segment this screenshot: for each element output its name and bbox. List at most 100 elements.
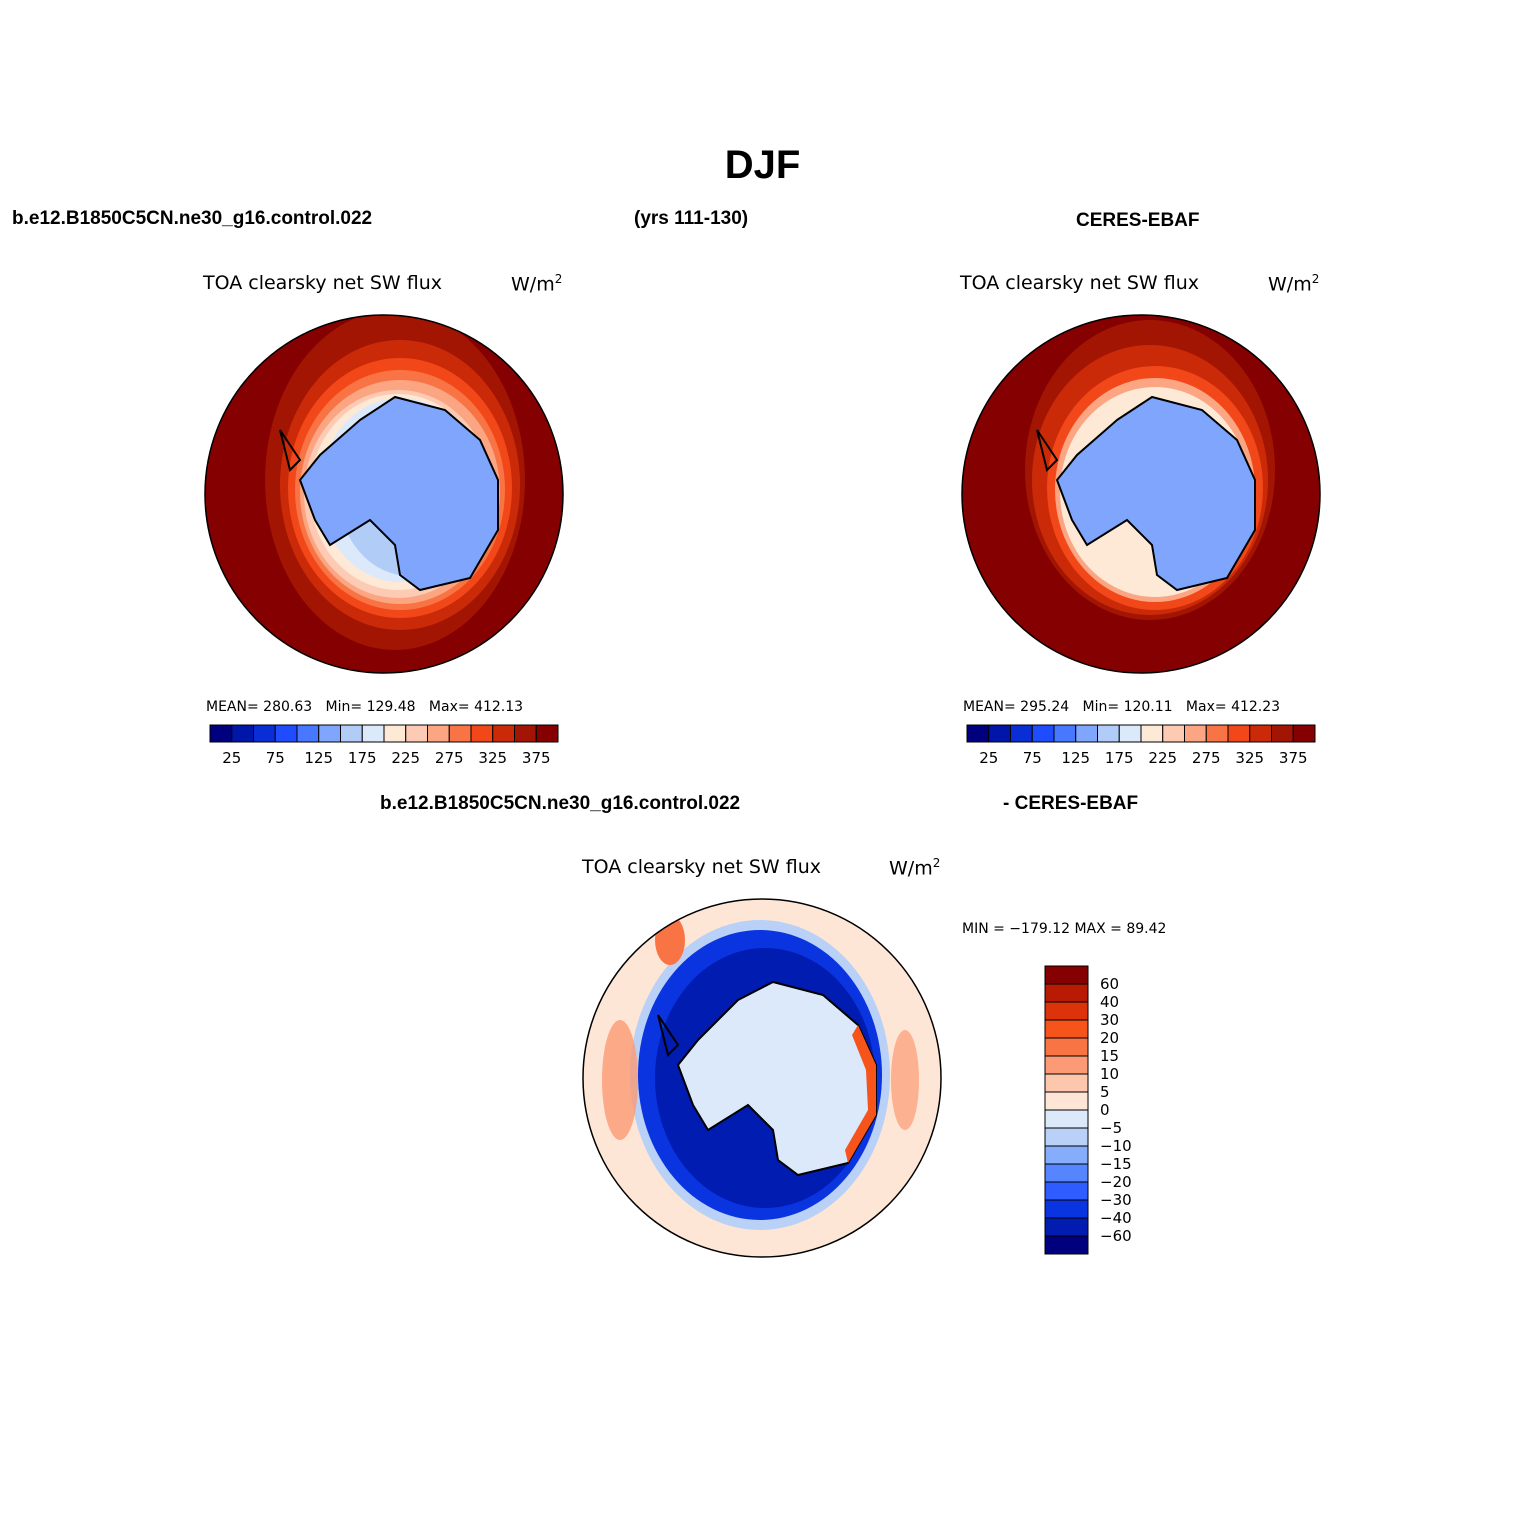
colorbar-cell — [1118, 724, 1142, 743]
colorbar-cell — [1097, 724, 1120, 743]
colorbar-label: −60 — [1100, 1227, 1132, 1245]
diff-panel-title: TOA clearsky net SW flux — [582, 856, 822, 878]
colorbar-cell — [274, 724, 298, 743]
colorbar-cell — [405, 724, 428, 743]
colorbar-cell — [1044, 983, 1089, 1003]
colorbar-label: 125 — [1061, 749, 1090, 767]
model-stats: MEAN= 280.63 Min= 129.48 Max= 412.13 — [206, 699, 524, 715]
colorbar-label: 60 — [1100, 975, 1119, 993]
colorbar-label: 30 — [1100, 1011, 1119, 1029]
colorbar-cell — [1227, 724, 1251, 743]
colorbar-cell — [470, 724, 494, 743]
colorbar-cell — [1044, 1199, 1089, 1219]
colorbar-cell — [966, 724, 990, 743]
colorbar-label: 325 — [478, 749, 507, 767]
colorbar-cell — [1271, 724, 1294, 743]
obs-name-header: CERES-EBAF — [1076, 210, 1200, 231]
colorbar-cell — [209, 724, 233, 743]
colorbar-cell — [1044, 1073, 1089, 1093]
colorbar-cell — [1044, 1145, 1089, 1165]
colorbar-cell — [535, 724, 559, 743]
colorbar-label: −10 — [1100, 1137, 1132, 1155]
colorbar-cell — [1140, 724, 1164, 743]
colorbar-cell — [1031, 724, 1055, 743]
colorbar-cell — [1044, 1127, 1089, 1147]
season-title: DJF — [724, 143, 801, 187]
colorbar-cell — [361, 724, 385, 743]
colorbar-label: 125 — [304, 749, 333, 767]
model-panel-title: TOA clearsky net SW flux — [203, 272, 443, 294]
colorbar-cell — [514, 724, 537, 743]
colorbar-label: 175 — [348, 749, 377, 767]
colorbar-cell — [1010, 724, 1033, 743]
colorbar-cell — [1292, 724, 1316, 743]
colorbar-cell — [1044, 965, 1089, 985]
colorbar-cell — [1044, 1001, 1089, 1021]
colorbar-label: 275 — [435, 749, 464, 767]
colorbar-cell — [1044, 1163, 1089, 1183]
colorbar-cell — [1053, 724, 1077, 743]
colorbar-cell — [1044, 1037, 1089, 1057]
colorbar-label: −40 — [1100, 1209, 1132, 1227]
colorbar-label: 0 — [1100, 1101, 1110, 1119]
colorbar-label: −20 — [1100, 1173, 1132, 1191]
diff-case-header: b.e12.B1850C5CN.ne30_g16.control.022 — [380, 793, 741, 814]
colorbar-label: 25 — [979, 749, 998, 767]
colorbar-label: 20 — [1100, 1029, 1119, 1047]
colorbar-cell — [492, 724, 515, 743]
model-colorbar: 25 75 125 175 225 275 325 375 — [209, 724, 559, 767]
colorbar-cell — [1044, 1109, 1089, 1129]
obs-panel-units: W/m2 — [1268, 272, 1320, 296]
colorbar-cell — [427, 724, 450, 743]
colorbar-cell — [1044, 1217, 1089, 1237]
diff-panel-units: W/m2 — [889, 856, 941, 880]
colorbar-label: −15 — [1100, 1155, 1132, 1173]
colorbar-label: 225 — [391, 749, 420, 767]
obs-stats: MEAN= 295.24 Min= 120.11 Max= 412.23 — [963, 699, 1281, 715]
colorbar-label: 10 — [1100, 1065, 1119, 1083]
model-panel-units: W/m2 — [511, 272, 563, 296]
colorbar-cell — [340, 724, 363, 743]
colorbar-label: 75 — [1023, 749, 1042, 767]
colorbar-label: 375 — [1279, 749, 1308, 767]
colorbar-label: 275 — [1192, 749, 1221, 767]
colorbar-cell — [1205, 724, 1229, 743]
colorbar-label: 175 — [1105, 749, 1134, 767]
colorbar-label: −5 — [1100, 1119, 1122, 1137]
colorbar-label: 75 — [266, 749, 285, 767]
years-header: (yrs 111-130) — [634, 208, 749, 229]
colorbar-cell — [1044, 1055, 1089, 1075]
colorbar-cell — [1044, 1181, 1089, 1201]
colorbar-cell — [448, 724, 472, 743]
case-name-header: b.e12.B1850C5CN.ne30_g16.control.022 — [12, 208, 373, 229]
colorbar-cell — [1044, 1019, 1089, 1039]
colorbar-cell — [1162, 724, 1185, 743]
colorbar-label: 25 — [222, 749, 241, 767]
diff-minmax: MIN = −179.12 MAX = 89.42 — [962, 921, 1167, 937]
obs-panel-title: TOA clearsky net SW flux — [960, 272, 1200, 294]
colorbar-label: 375 — [522, 749, 551, 767]
colorbar-cell — [318, 724, 341, 743]
diff-obs-header: - CERES-EBAF — [1003, 793, 1139, 814]
colorbar-cell — [383, 724, 407, 743]
colorbar-cell — [231, 724, 254, 743]
colorbar-cell — [1044, 1091, 1089, 1111]
diff-polar-map — [583, 899, 941, 1257]
model-polar-map — [205, 315, 563, 673]
colorbar-cell — [1184, 724, 1207, 743]
colorbar-label: −30 — [1100, 1191, 1132, 1209]
colorbar-cell — [1249, 724, 1272, 743]
colorbar-label: 325 — [1235, 749, 1264, 767]
obs-colorbar: 25 75 125 175 225 275 325 375 — [966, 724, 1316, 767]
colorbar-label: 40 — [1100, 993, 1119, 1011]
colorbar-label: 225 — [1148, 749, 1177, 767]
colorbar-cell — [1044, 1235, 1089, 1255]
colorbar-cell — [988, 724, 1011, 743]
obs-polar-map — [962, 315, 1320, 673]
colorbar-cell — [296, 724, 320, 743]
colorbar-cell — [1075, 724, 1098, 743]
colorbar-cell — [253, 724, 276, 743]
colorbar-label: 15 — [1100, 1047, 1119, 1065]
